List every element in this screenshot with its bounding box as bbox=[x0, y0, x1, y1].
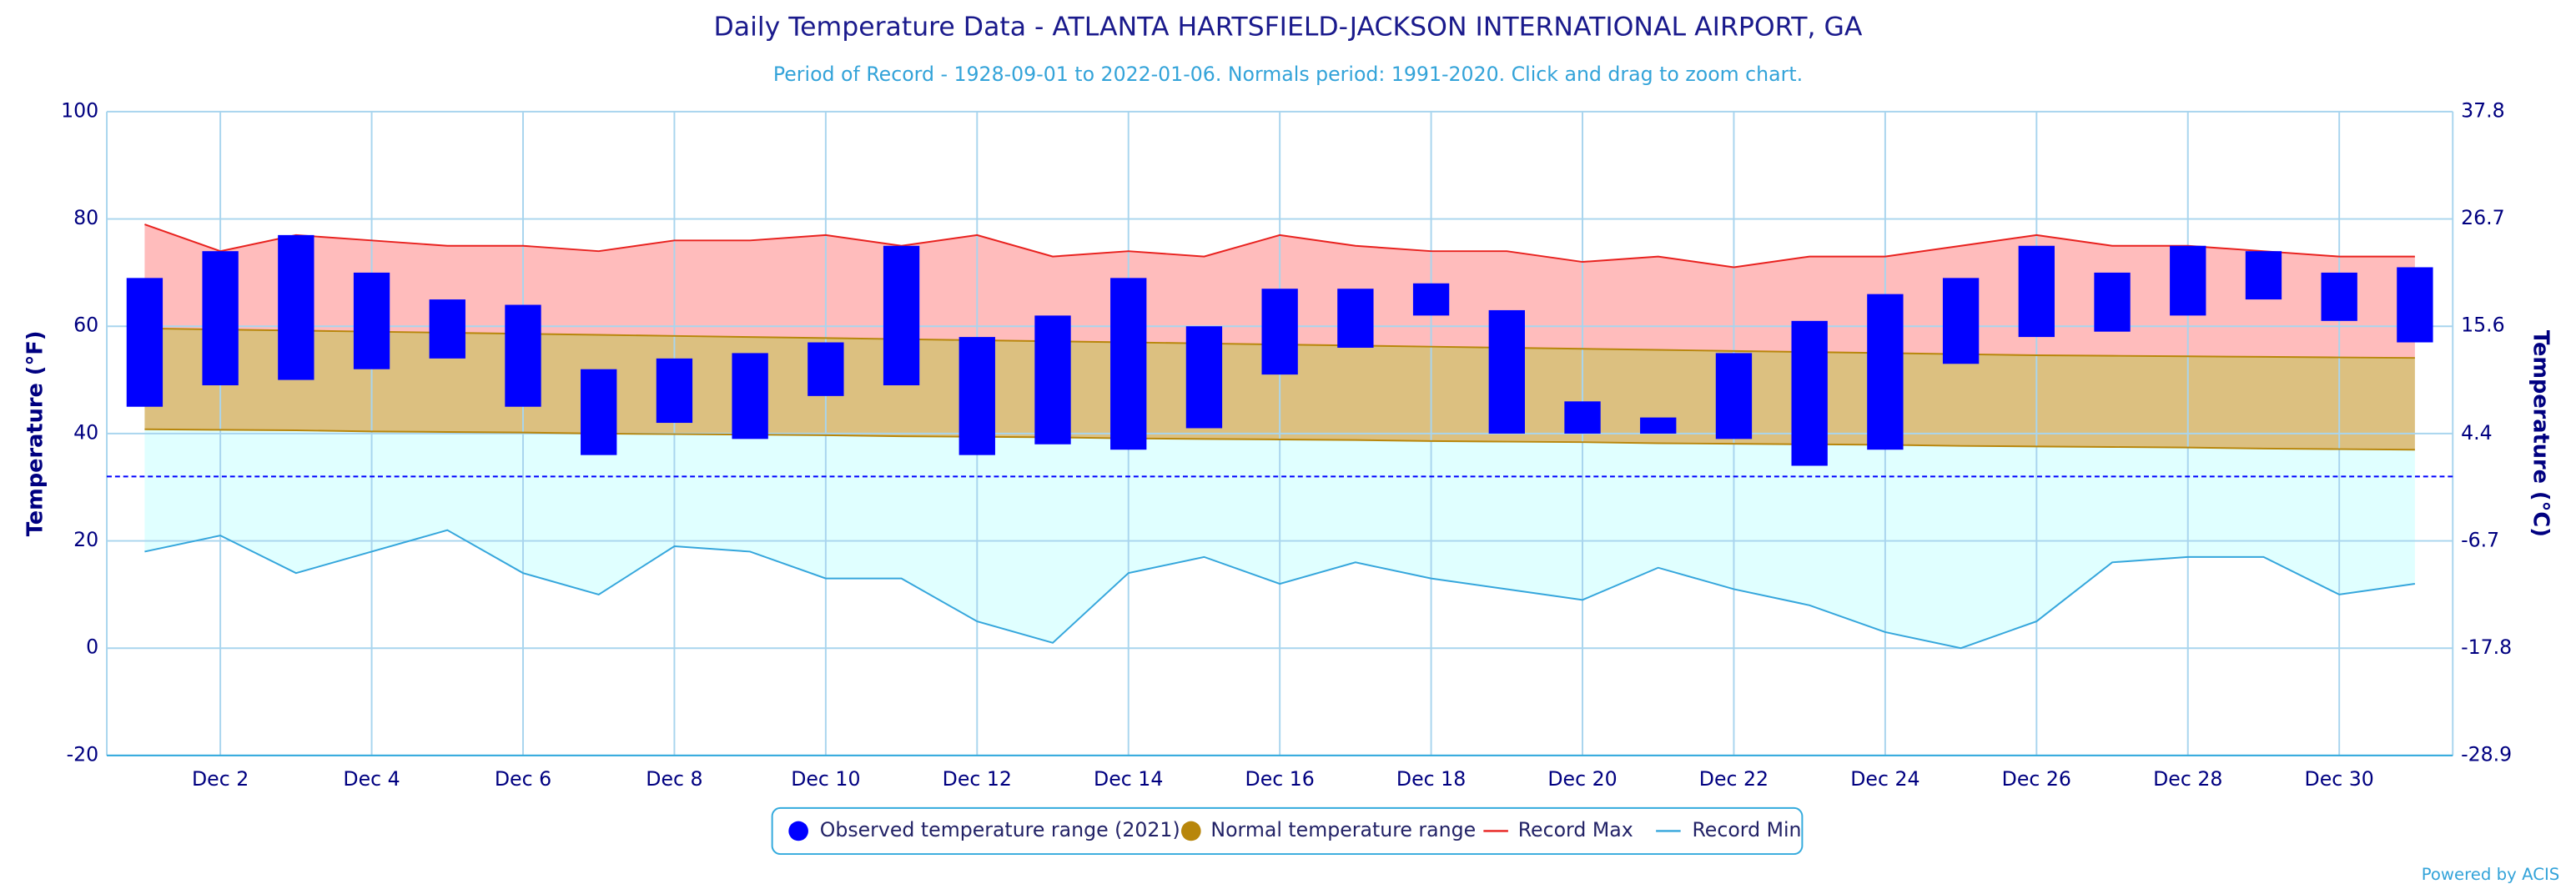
y2-tick-label: 4.4 bbox=[2461, 421, 2493, 444]
observed-bar bbox=[1412, 283, 1450, 316]
y-tick-label: -20 bbox=[67, 742, 99, 766]
observed-bar bbox=[1564, 401, 1601, 434]
observed-bar bbox=[353, 272, 390, 369]
legend-box bbox=[771, 806, 1804, 856]
x-tick-label: Dec 16 bbox=[1245, 767, 1315, 791]
observed-bar bbox=[1185, 326, 1223, 429]
x-tick-label: Dec 14 bbox=[1094, 767, 1163, 791]
observed-bar bbox=[2094, 272, 2131, 332]
observed-bar bbox=[732, 353, 768, 439]
legend-label: Normal temperature range bbox=[1210, 818, 1476, 841]
y2-tick-label: -17.8 bbox=[2461, 635, 2512, 659]
y-tick-label: 80 bbox=[73, 206, 98, 229]
observed-bar bbox=[808, 342, 844, 396]
observed-bar bbox=[1110, 278, 1147, 450]
y2-tick-label: 15.6 bbox=[2461, 313, 2505, 336]
x-tick-label: Dec 28 bbox=[2153, 767, 2222, 791]
x-tick-label: Dec 22 bbox=[1699, 767, 1768, 791]
observed-bar bbox=[2397, 267, 2433, 343]
x-tick-label: Dec 20 bbox=[1547, 767, 1617, 791]
observed-bar bbox=[581, 369, 617, 455]
observed-bar bbox=[278, 234, 314, 380]
observed-bar bbox=[1337, 289, 1374, 348]
y-tick-label: 0 bbox=[86, 635, 98, 659]
y-tick-label: 100 bbox=[61, 98, 98, 122]
observed-bar bbox=[1488, 309, 1525, 434]
observed-bar bbox=[883, 245, 920, 386]
x-tick-label: Dec 26 bbox=[2002, 767, 2071, 791]
observed-bar bbox=[1715, 353, 1753, 439]
y2-axis-title: Temperature (°C) bbox=[2528, 330, 2553, 537]
normal-low-line bbox=[144, 428, 2415, 451]
y2-tick-label: 37.8 bbox=[2461, 98, 2505, 122]
observed-bar bbox=[2245, 251, 2282, 300]
observed-bar bbox=[2170, 245, 2206, 316]
y2-tick-label: 26.7 bbox=[2461, 206, 2505, 229]
x-tick-label: Dec 30 bbox=[2305, 767, 2374, 791]
record-max-line bbox=[144, 224, 2415, 269]
credit: Powered by ACIS bbox=[2422, 865, 2560, 884]
legend-label: Observed temperature range (2021) bbox=[820, 818, 1180, 841]
record-min-line bbox=[144, 529, 2416, 650]
y-tick-label: 60 bbox=[73, 314, 98, 337]
observed-bar bbox=[1867, 294, 1904, 450]
observed-bar bbox=[1034, 315, 1071, 444]
x-tick-label: Dec 12 bbox=[943, 767, 1012, 791]
x-tick-label: Dec 24 bbox=[1850, 767, 1919, 791]
observed-bar bbox=[429, 299, 465, 359]
observed-bar bbox=[1261, 289, 1298, 375]
legend-label: Record Max bbox=[1518, 818, 1633, 841]
x-tick-label: Dec 2 bbox=[192, 767, 249, 791]
observed-bar bbox=[958, 337, 995, 455]
observed-bar bbox=[1640, 417, 1677, 434]
x-tick-label: Dec 18 bbox=[1396, 767, 1466, 791]
observed-bar bbox=[126, 278, 164, 407]
observed-bar bbox=[2018, 245, 2055, 338]
x-tick-label: Dec 10 bbox=[791, 767, 860, 791]
observed-bar bbox=[1942, 278, 1980, 364]
chart-title: Daily Temperature Data - ATLANTA HARTSFI… bbox=[714, 12, 1863, 42]
x-tick-label: Dec 4 bbox=[343, 767, 400, 791]
chart-subtitle: Period of Record - 1928-09-01 to 2022-01… bbox=[773, 63, 1803, 86]
observed-bar bbox=[2321, 272, 2357, 321]
y-tick-label: 40 bbox=[73, 420, 98, 444]
y-axis-title: Temperature (°F) bbox=[23, 331, 48, 537]
observed-bar bbox=[505, 304, 541, 407]
observed-bar bbox=[202, 251, 239, 386]
x-tick-label: Dec 6 bbox=[495, 767, 551, 791]
legend-marker bbox=[1180, 821, 1201, 841]
y2-tick-label: -28.9 bbox=[2461, 742, 2512, 766]
x-tick-label: Dec 8 bbox=[646, 767, 702, 791]
y-tick-label: 20 bbox=[73, 528, 98, 551]
y2-tick-label: -6.7 bbox=[2461, 528, 2499, 551]
observed-bar bbox=[656, 358, 693, 424]
observed-bar bbox=[1791, 320, 1828, 466]
legend-label: Record Min bbox=[1692, 818, 1801, 841]
legend-marker bbox=[788, 821, 808, 841]
